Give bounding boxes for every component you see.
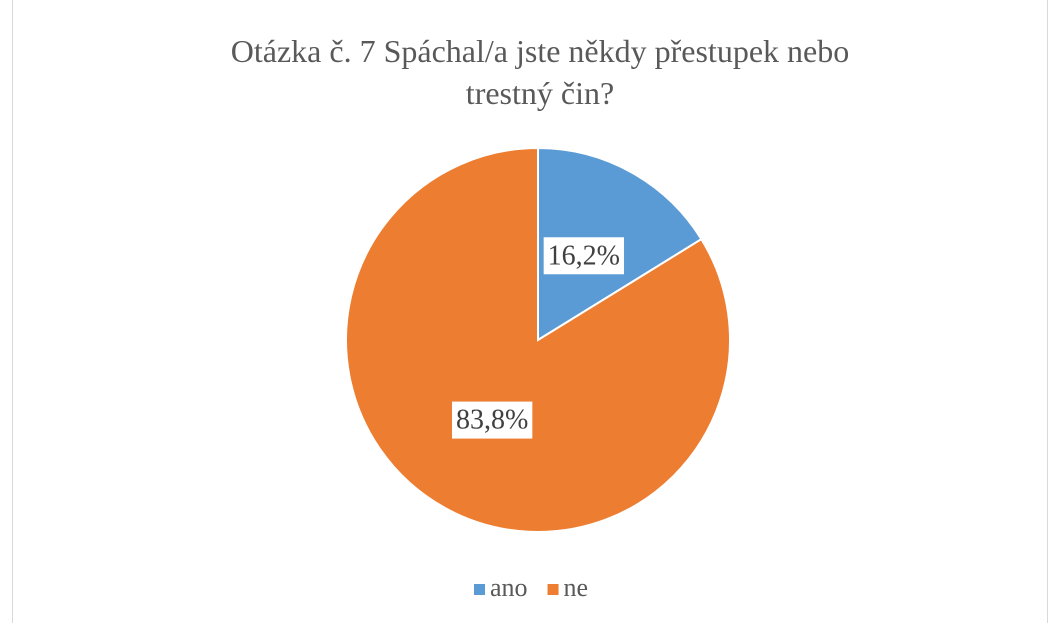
data-label-bg [543, 237, 625, 275]
pie-slice [345, 146, 731, 533]
legend-swatch [547, 584, 559, 595]
legend-label: ne [564, 573, 589, 602]
chart-border [12, 0, 1048, 623]
data-label: 83,8% [456, 405, 528, 436]
legend-label: ano [490, 573, 528, 602]
legend-swatch [474, 584, 485, 595]
chart-title: Otázka č. 7 Spáchal/a jste někdy přestup… [230, 33, 850, 111]
data-label-bg [451, 401, 533, 439]
data-label: 16,2% [548, 240, 620, 271]
